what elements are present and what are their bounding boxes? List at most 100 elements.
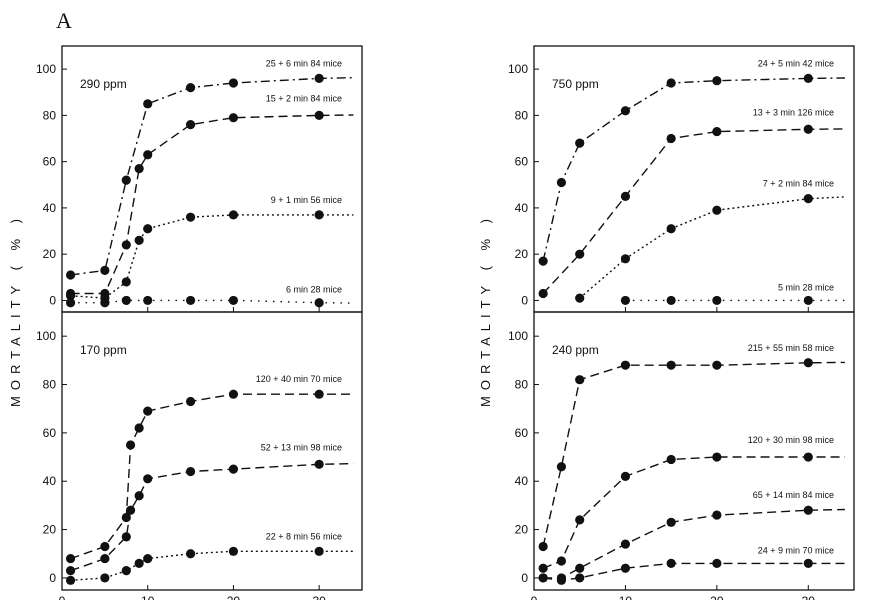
series-label: 24 + 5 min 42 mice <box>758 58 834 68</box>
y-axis-label-right: MORTALITY ( % ) <box>478 213 493 407</box>
data-point <box>803 295 813 306</box>
data-point <box>143 224 153 234</box>
data-point <box>185 120 196 130</box>
y-tick-label: 0 <box>49 571 56 585</box>
data-point <box>228 113 239 123</box>
data-point <box>125 505 136 515</box>
data-point <box>712 76 722 86</box>
data-point <box>228 210 239 220</box>
data-point <box>538 288 548 299</box>
y-tick-label: 0 <box>521 571 528 585</box>
y-tick-label: 20 <box>515 523 529 537</box>
x-tick-label: 20 <box>227 594 241 600</box>
data-point <box>666 517 676 527</box>
series-label: 120 + 40 min 70 mice <box>256 374 342 384</box>
y-tick-label: 40 <box>515 201 529 215</box>
data-point <box>185 396 196 407</box>
data-point <box>712 360 722 370</box>
y-tick-label: 0 <box>49 293 56 307</box>
data-point <box>185 295 196 306</box>
data-point <box>575 563 585 573</box>
data-point <box>712 205 722 215</box>
data-point <box>228 464 239 474</box>
data-point <box>134 491 144 501</box>
series-3: 24 + 9 min 70 mice <box>538 545 845 585</box>
series-1: 120 + 30 min 98 mice <box>538 435 845 573</box>
data-point <box>314 110 324 120</box>
data-point <box>803 194 813 204</box>
data-point <box>125 440 136 450</box>
y-tick-label: 100 <box>508 329 528 343</box>
x-tick-label: 10 <box>141 594 155 600</box>
data-point <box>134 558 144 569</box>
series-line <box>543 562 845 581</box>
data-point <box>228 295 239 306</box>
data-point <box>143 150 153 160</box>
y-tick-label: 0 <box>521 293 528 307</box>
series-2: 65 + 14 min 84 mice <box>538 490 845 583</box>
y-tick-label: 20 <box>43 247 57 261</box>
panel-top-left: 0 20 40 60 80 100 290 ppm 25 + 6 min 84 mice 15 … <box>36 45 363 313</box>
series-line <box>542 128 845 294</box>
data-point <box>185 466 196 477</box>
data-point <box>666 558 676 569</box>
series-line <box>579 196 845 299</box>
data-point <box>314 389 324 399</box>
series-0: 24 + 5 min 42 mice <box>538 58 845 266</box>
series-3: 6 min 28 mice <box>65 285 354 308</box>
series-label: 215 + 55 min 58 mice <box>748 343 834 353</box>
y-tick-label: 20 <box>515 247 529 261</box>
data-point <box>575 573 585 583</box>
data-point <box>100 573 110 583</box>
y-tick-label: 60 <box>515 155 529 169</box>
panel-bottom-left: 0 20 40 60 80 100 0 10 20 30 170 ppm 120 + 40 min 7… <box>36 311 363 600</box>
y-tick-label: 20 <box>43 523 57 537</box>
data-point <box>143 295 153 306</box>
data-point <box>620 106 631 116</box>
data-point <box>143 99 153 109</box>
data-point <box>65 298 76 308</box>
series-label: 25 + 6 min 84 mice <box>266 58 342 68</box>
plot-frame <box>61 311 363 591</box>
data-point <box>228 78 239 88</box>
series-label: 52 + 13 min 98 mice <box>261 442 342 452</box>
y-tick-label: 80 <box>43 108 57 122</box>
series-2: 9 + 1 min 56 mice <box>65 195 354 303</box>
concentration-label: 290 ppm <box>80 77 127 91</box>
data-point <box>803 73 813 83</box>
data-point <box>620 254 631 264</box>
series-label: 24 + 9 min 70 mice <box>758 545 834 555</box>
y-axis-label-left: MORTALITY ( % ) <box>8 213 23 407</box>
data-point <box>712 558 722 569</box>
series-label: 120 + 30 min 98 mice <box>748 435 834 445</box>
series-1: 52 + 13 min 98 mice <box>65 442 354 576</box>
y-tick-label: 80 <box>43 378 57 392</box>
series-line <box>70 550 354 581</box>
series-label: 22 + 8 min 56 mice <box>266 531 342 541</box>
plot-frame <box>533 311 855 591</box>
data-point <box>666 133 676 144</box>
y-tick-label: 40 <box>43 201 57 215</box>
data-point <box>143 406 153 416</box>
data-point <box>620 539 631 549</box>
y-tick-label: 100 <box>508 62 528 76</box>
data-point <box>121 566 131 576</box>
x-tick-label: 0 <box>59 594 66 600</box>
series-label: 13 + 3 min 126 mice <box>753 107 834 117</box>
series-label: 15 + 2 min 84 mice <box>266 93 342 103</box>
data-point <box>228 546 239 556</box>
series-line <box>542 361 845 547</box>
data-point <box>100 541 110 552</box>
data-point <box>575 293 585 303</box>
data-point <box>65 270 76 280</box>
series-3: 5 min 28 mice <box>620 282 845 306</box>
data-point <box>314 298 324 308</box>
data-point <box>575 375 585 385</box>
data-point <box>575 138 585 148</box>
data-point <box>666 360 676 370</box>
series-label: 9 + 1 min 56 mice <box>271 195 342 205</box>
series-line <box>70 462 354 572</box>
panel-letter: A <box>56 8 72 33</box>
data-point <box>620 360 631 370</box>
series-line <box>543 508 845 579</box>
